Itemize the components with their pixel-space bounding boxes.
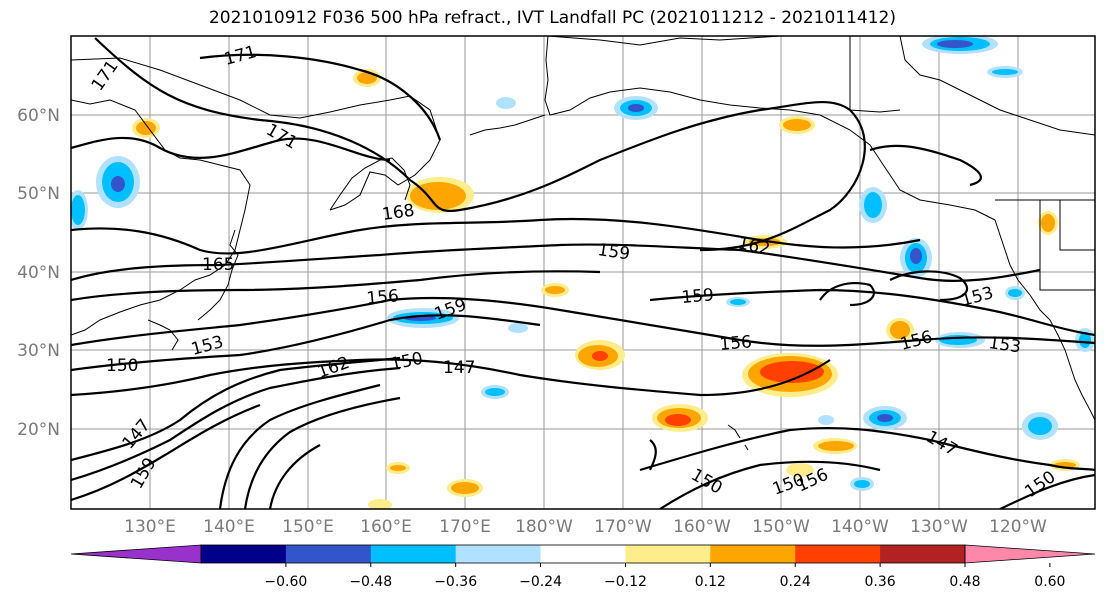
contour-label: 159 — [681, 285, 715, 308]
colorbar-tick-label: −0.36 — [434, 574, 477, 590]
longitude-label: 180°W — [515, 517, 573, 537]
longitude-label: 160°W — [673, 517, 731, 537]
contour-label: 165 — [202, 255, 234, 275]
refractivity-contours — [71, 37, 1095, 509]
longitude-label: 140°E — [203, 517, 255, 537]
colorbar-extend-low — [70, 544, 202, 564]
contour-label: 150 — [106, 356, 138, 376]
colorbar-tick-label: 0.12 — [695, 574, 726, 590]
contour-label: 147 — [443, 358, 475, 378]
longitude-label: 130°E — [124, 517, 176, 537]
colorbar-segment — [625, 545, 711, 563]
colorbar-tick-label: −0.60 — [264, 574, 307, 590]
latitude-label: 40°N — [17, 263, 60, 283]
colorbar-tick-label: 0.36 — [865, 574, 896, 590]
latitude-label: 30°N — [17, 341, 60, 361]
contour-label: 156 — [366, 286, 400, 309]
colorbar-segment — [710, 545, 796, 563]
longitude-label: 120°W — [989, 517, 1047, 537]
colorbar-extend-high — [964, 544, 1096, 564]
contour-label: 168 — [381, 201, 416, 225]
colorbar-tick-label: 0.48 — [949, 574, 980, 590]
colorbar-tick-label: 0.24 — [780, 574, 811, 590]
longitude-label: 150°E — [282, 517, 334, 537]
latitude-labels: 60°N 50°N 40°N 30°N 20°N — [17, 106, 60, 440]
longitude-label: 130°W — [910, 517, 968, 537]
colorbar-tick-label: 0.60 — [1034, 574, 1065, 590]
colorbar-segment — [370, 545, 457, 563]
shaded-anomalies — [71, 36, 1095, 509]
longitude-label: 150°W — [752, 517, 810, 537]
contour-label: 159 — [596, 240, 631, 264]
colorbar-segment — [201, 545, 287, 563]
longitude-label: 160°E — [360, 517, 412, 537]
colorbar-segment — [880, 545, 966, 563]
contour-label: 153 — [987, 333, 1022, 357]
longitude-label: 170°W — [594, 517, 652, 537]
colorbar-tick-label: −0.12 — [604, 574, 647, 590]
colorbar-segment — [795, 545, 881, 563]
colorbar-frame — [200, 544, 966, 564]
map-frame — [70, 35, 1096, 510]
colorbar-tick-label: −0.24 — [519, 574, 562, 590]
longitude-label: 170°E — [439, 517, 491, 537]
colorbar: −0.60 −0.48 −0.36 −0.24 −0.12 0.12 0.24 0.36 0.4… — [70, 544, 1096, 590]
latitude-label: 50°N — [17, 184, 60, 204]
colorbar-segment — [285, 545, 372, 563]
latitude-label: 20°N — [17, 420, 60, 440]
colorbar-tick-label: −0.48 — [349, 574, 392, 590]
longitude-label: 140°W — [831, 517, 889, 537]
colorbar-segment — [540, 545, 626, 563]
latitude-label: 60°N — [17, 106, 60, 126]
colorbar-segment — [455, 545, 542, 563]
longitude-labels: 130°E 140°E 150°E 160°E 170°E 180°W 170°W 160°W… — [124, 517, 1047, 537]
contour-label: 156 — [719, 332, 753, 355]
map-title: 2021010912 F036 500 hPa refract., IVT La… — [208, 8, 896, 28]
